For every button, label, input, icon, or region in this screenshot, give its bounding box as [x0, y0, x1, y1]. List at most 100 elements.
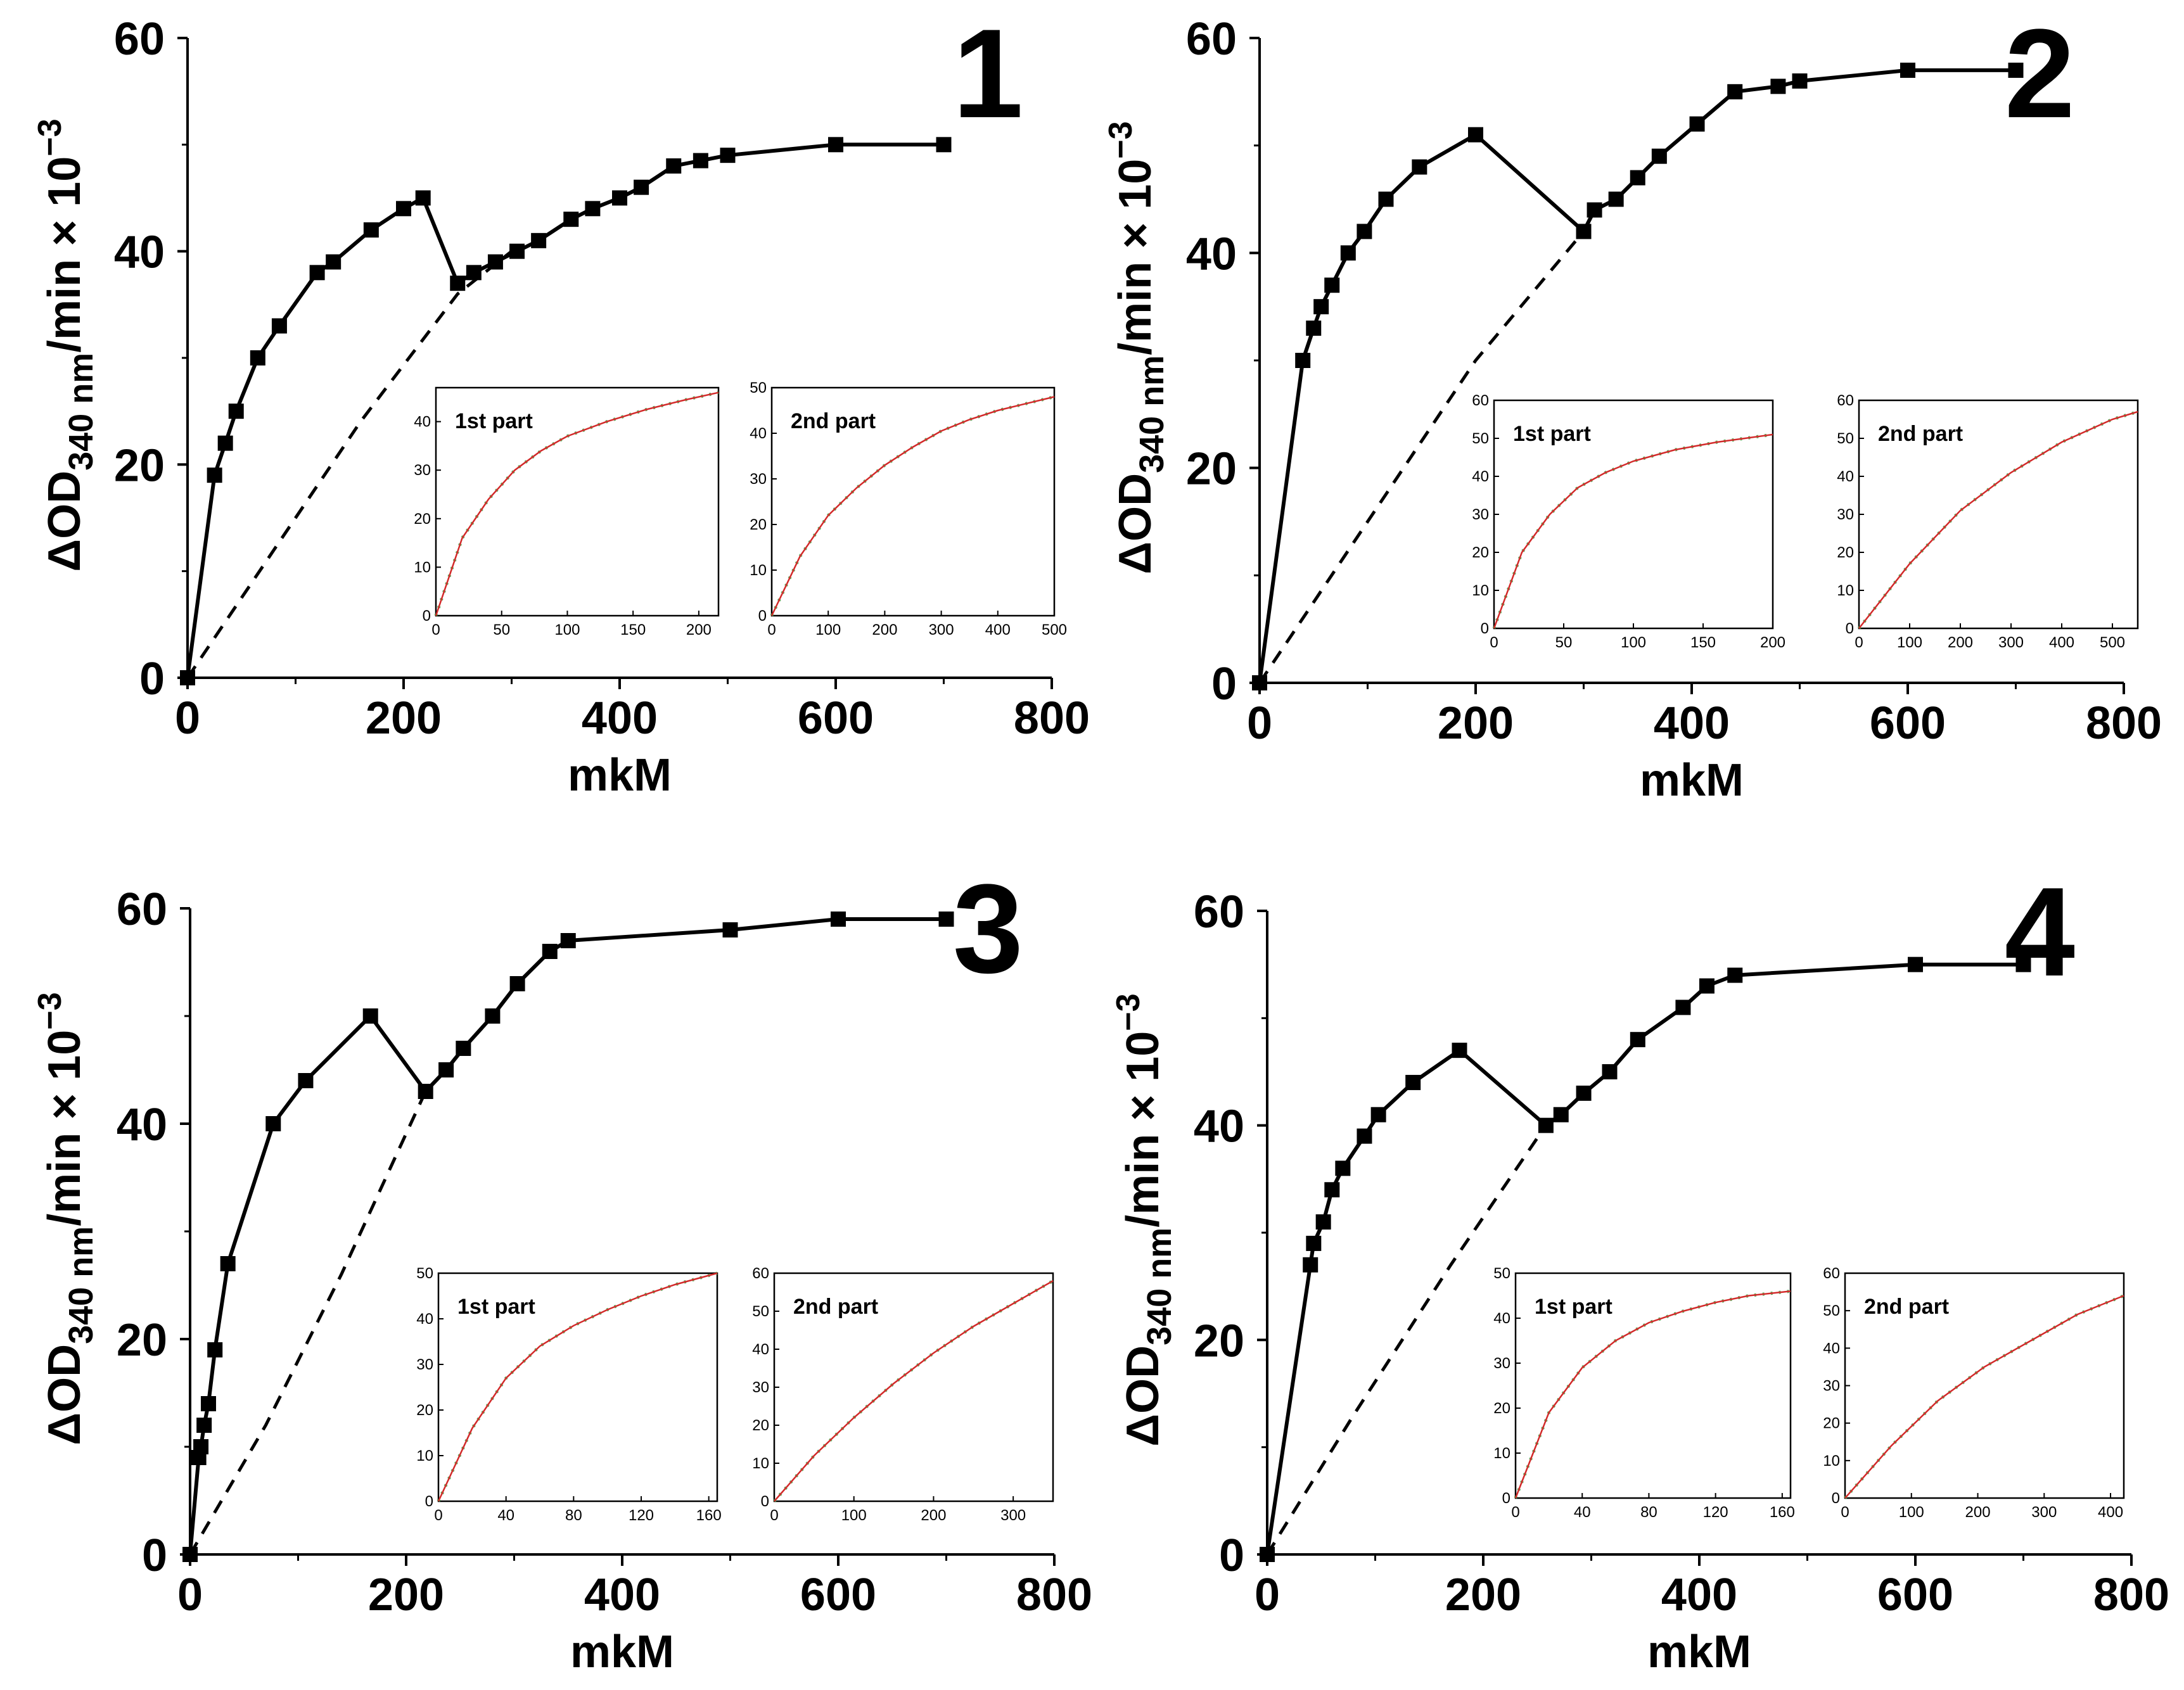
panel-number: 1 — [953, 3, 1023, 144]
inset-y-tick-label: 10 — [1837, 582, 1854, 599]
inset-title: 1st part — [455, 409, 533, 433]
data-point-marker — [1340, 245, 1356, 261]
data-point-marker — [1295, 353, 1311, 368]
x-tick-label: 200 — [1438, 698, 1514, 749]
inset-fit-curve — [1493, 433, 1773, 629]
inset-y-tick-label: 20 — [414, 511, 431, 528]
inset-frame — [1858, 399, 2139, 630]
data-point-marker — [1792, 73, 1808, 89]
x-tick-label: 600 — [1877, 1570, 1953, 1620]
data-point-marker — [2008, 62, 2024, 78]
data-point-marker — [1378, 191, 1394, 207]
data-point-marker — [1260, 1547, 1275, 1562]
y-tick-label: 0 — [142, 1530, 167, 1581]
data-point-marker — [438, 1062, 454, 1077]
y-tick-label: 60 — [114, 14, 165, 65]
inset-first-part: 0 40 80 120 160 0 10 20 30 40 50 1st part — [416, 1265, 721, 1524]
data-point-marker — [180, 670, 195, 685]
y-tick-label: 20 — [1186, 444, 1237, 495]
data-point-marker — [1306, 321, 1322, 336]
inset-x-tick-label: 80 — [1640, 1504, 1657, 1521]
inset-y-tick-label: 20 — [416, 1402, 433, 1419]
inset-x-tick-label: 100 — [1621, 634, 1646, 651]
x-axis-label: mkM — [1647, 1627, 1751, 1677]
inset-fit-curve — [1858, 410, 2138, 629]
data-point-marker — [207, 467, 222, 483]
inset-fit-curve — [437, 1272, 718, 1502]
data-point-marker — [509, 976, 525, 991]
inset-x-tick-label: 500 — [2100, 634, 2125, 651]
data-point-marker — [200, 1396, 216, 1411]
inset-y-tick-label: 40 — [1472, 468, 1489, 485]
x-tick-label: 200 — [366, 693, 442, 744]
inset-y-tick-label: 30 — [1823, 1378, 1840, 1395]
inset-y-tick-label: 30 — [750, 471, 767, 488]
y-tick-label: 60 — [117, 884, 167, 935]
data-point-marker — [1699, 978, 1715, 994]
data-point-marker — [828, 137, 843, 153]
data-point-marker — [265, 1116, 281, 1131]
data-point-marker — [1468, 127, 1483, 143]
data-point-marker — [362, 1008, 378, 1024]
inset-y-tick-label: 50 — [1823, 1302, 1840, 1319]
inset-y-tick-label: 50 — [750, 379, 767, 397]
inset-y-tick-label: 60 — [752, 1265, 769, 1282]
data-point-marker — [309, 265, 325, 281]
inset-y-tick-label: 10 — [1823, 1452, 1840, 1470]
y-tick-label: 40 — [117, 1100, 167, 1150]
inset-frame — [437, 1272, 718, 1503]
data-point-marker — [1630, 1032, 1645, 1048]
inset-second-part: 0 100 200 300 400 500 0 10 20 30 40 50 60 2nd part — [1837, 392, 2139, 651]
inset-y-tick-label: 10 — [416, 1447, 433, 1464]
inset-y-tick-label: 0 — [761, 1493, 769, 1510]
inset-y-tick-label: 20 — [752, 1417, 769, 1434]
data-point-marker — [217, 435, 233, 451]
data-point-marker — [938, 912, 954, 927]
data-point-marker — [1452, 1043, 1467, 1058]
inset-frame — [1493, 399, 1774, 630]
inset-fit-curve — [770, 396, 1055, 616]
inset-y-tick-label: 0 — [423, 607, 431, 625]
inset-first-part: 0 40 80 120 160 0 10 20 30 40 50 1st part — [1493, 1265, 1795, 1521]
data-point-marker — [1602, 1064, 1618, 1079]
data-point-marker — [1538, 1117, 1554, 1133]
inset-y-tick-label: 50 — [752, 1303, 769, 1320]
inset-x-tick-label: 300 — [929, 621, 954, 639]
data-point-marker — [196, 1418, 212, 1433]
inset-x-tick-label: 400 — [2049, 634, 2074, 651]
inset-y-tick-label: 0 — [1832, 1490, 1840, 1507]
inset-x-tick-label: 200 — [686, 621, 712, 639]
data-point-marker — [1370, 1107, 1386, 1122]
inset-x-tick-label: 200 — [1760, 634, 1785, 651]
data-point-marker — [1357, 224, 1372, 239]
inset-y-tick-label: 20 — [1837, 544, 1854, 561]
inset-y-tick-label: 40 — [1823, 1340, 1840, 1357]
data-point-marker — [720, 148, 736, 163]
inset-x-tick-label: 300 — [1998, 634, 2024, 651]
inset-y-tick-label: 40 — [416, 1311, 433, 1328]
inset-frame — [435, 386, 720, 617]
inset-x-tick-label: 100 — [554, 621, 580, 639]
inset-y-tick-label: 0 — [1846, 620, 1854, 637]
data-point-marker — [1306, 1235, 1322, 1251]
x-axis-label: mkM — [1640, 755, 1744, 806]
data-point-marker — [1900, 62, 1915, 78]
inset-x-tick-label: 200 — [1948, 634, 1973, 651]
data-point-marker — [1608, 191, 1624, 207]
data-point-marker — [560, 933, 576, 948]
data-point-marker — [1630, 170, 1645, 186]
y-axis-label: ΔOD340 nm/min × 10−3 — [32, 992, 100, 1445]
inset-x-tick-label: 100 — [815, 621, 841, 639]
data-point-marker — [207, 1342, 223, 1357]
data-point-marker — [450, 276, 466, 291]
x-tick-label: 0 — [1247, 698, 1272, 749]
inset-y-tick-label: 0 — [425, 1493, 433, 1510]
y-tick-label: 40 — [114, 227, 165, 278]
data-point-marker — [612, 190, 627, 206]
y-tick-label: 0 — [1219, 1530, 1244, 1581]
y-tick-label: 0 — [139, 654, 165, 704]
inset-y-tick-label: 40 — [752, 1341, 769, 1358]
x-tick-label: 0 — [175, 693, 200, 744]
